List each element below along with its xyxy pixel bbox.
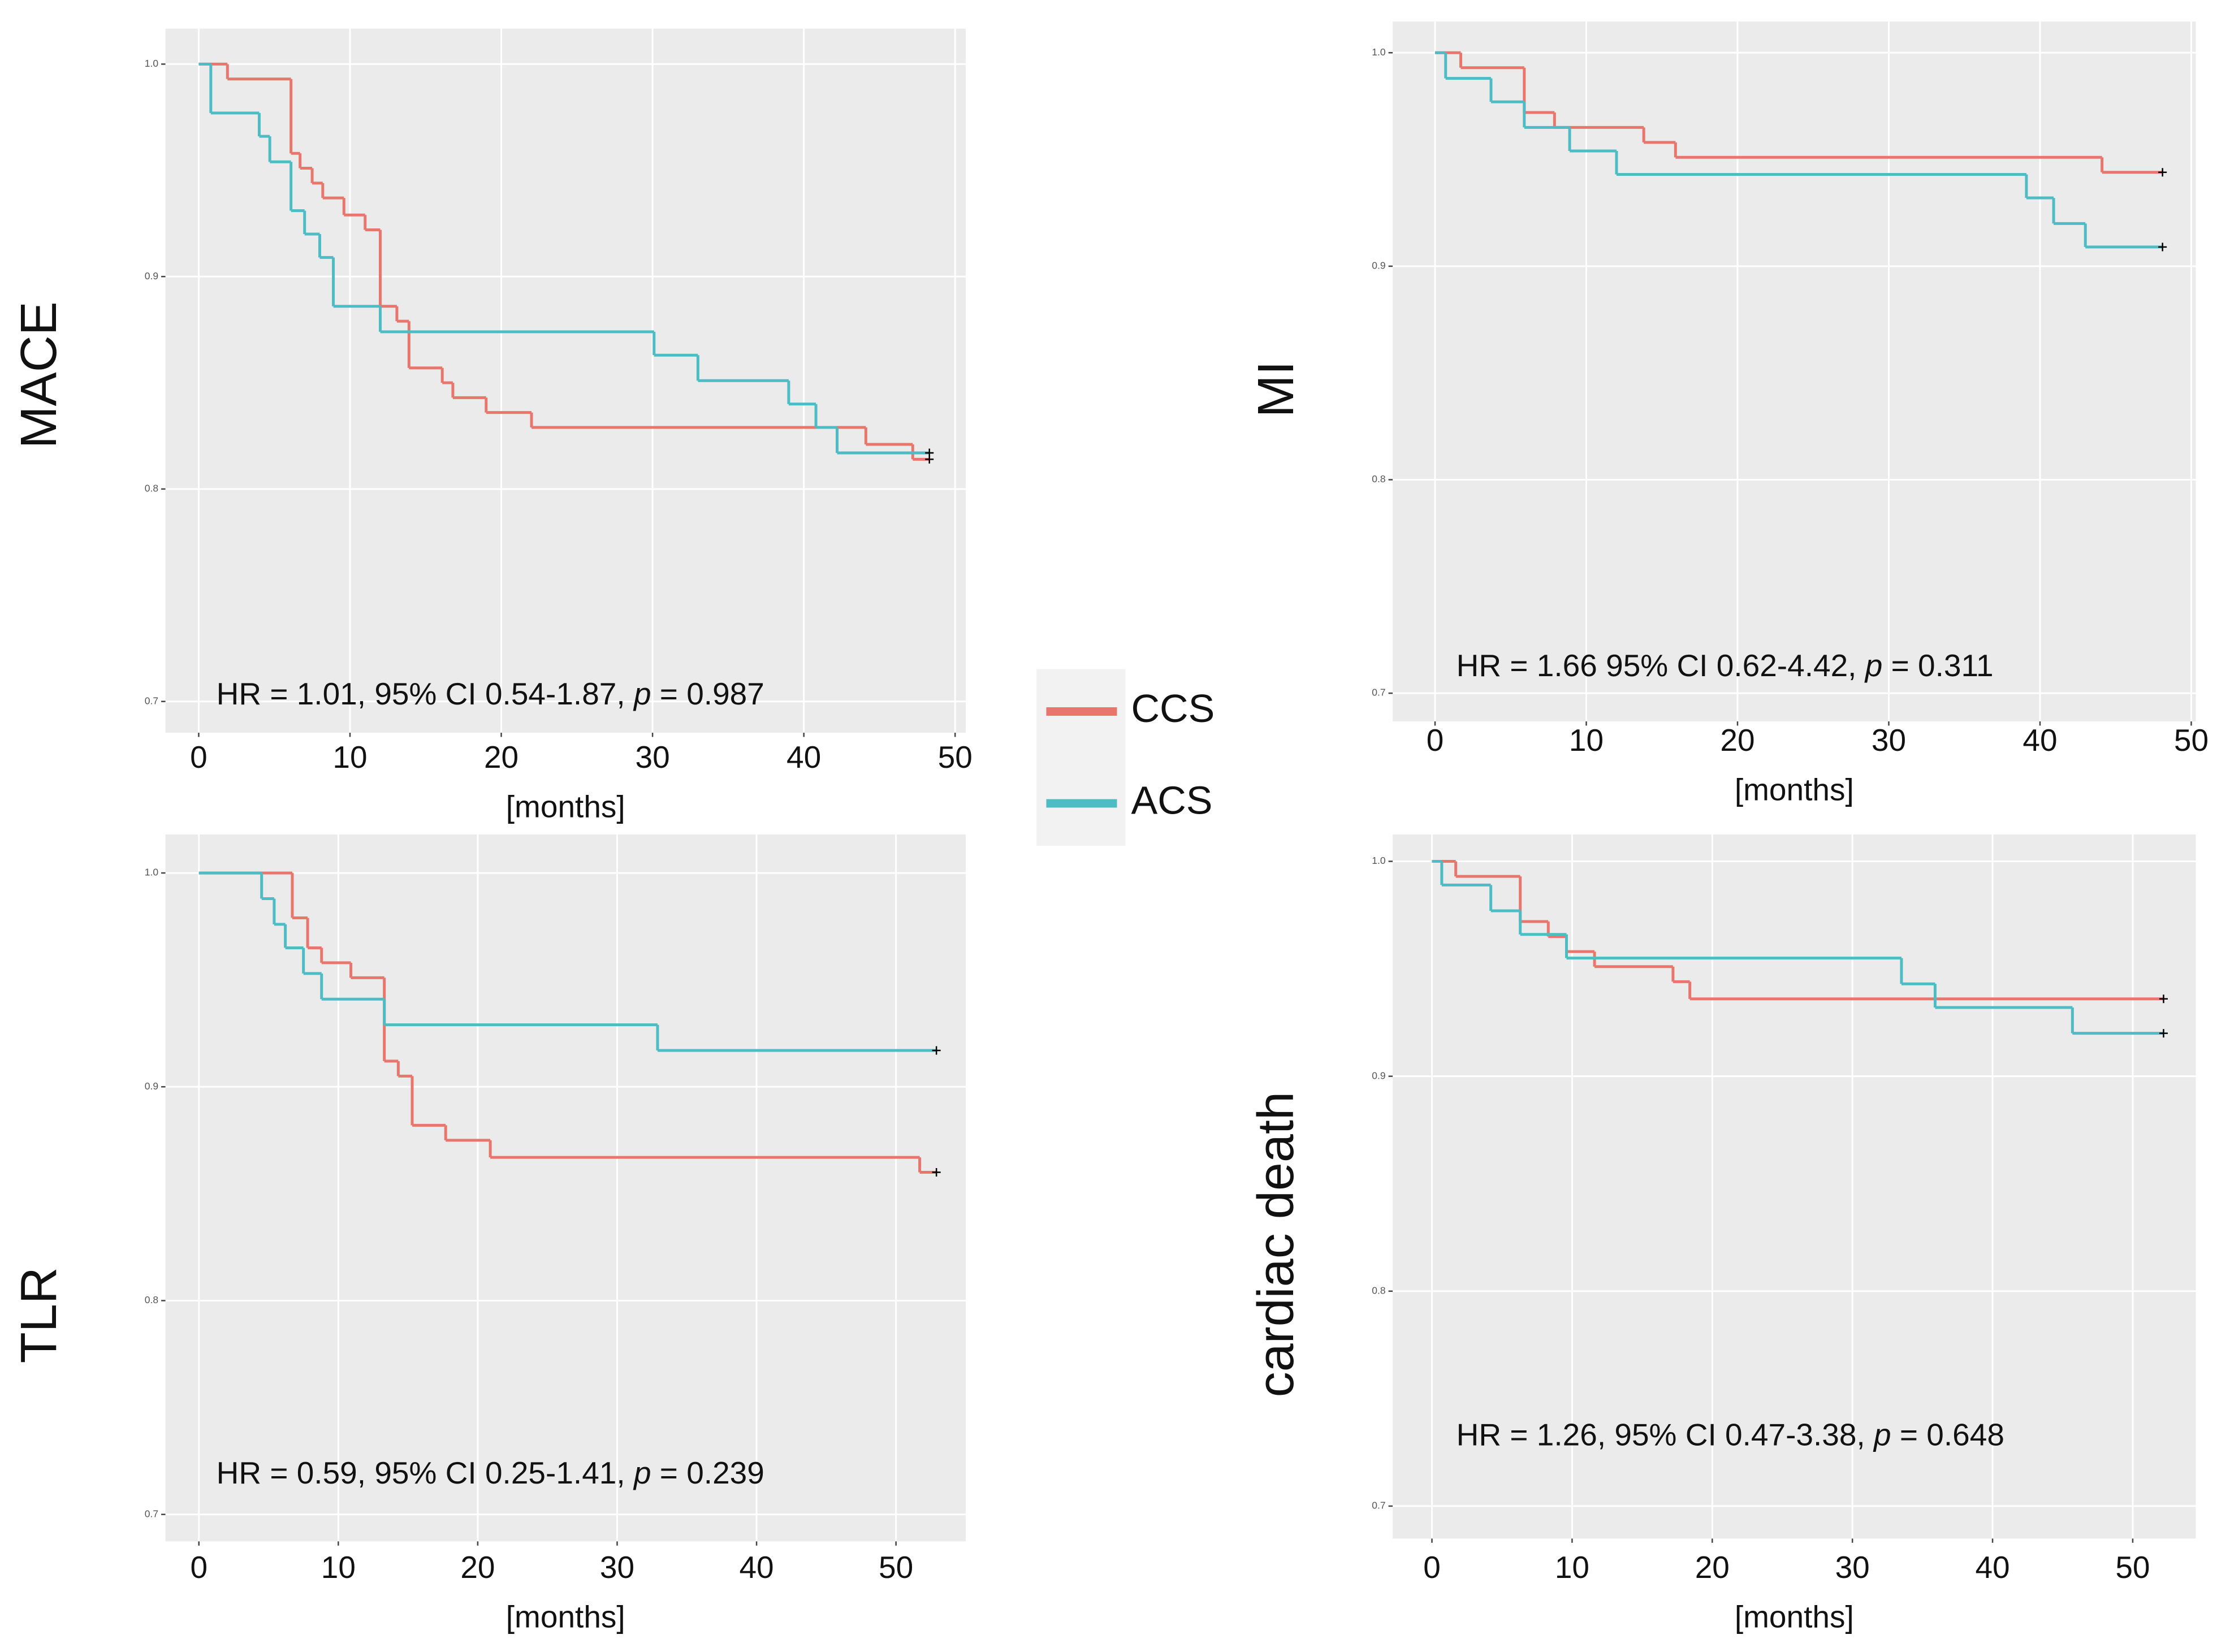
annotation-part: HR = 1.66 95% CI 0.62-4.42, bbox=[1457, 647, 1865, 682]
annotation-part: HR = 1.26, 95% CI 0.47-3.38, bbox=[1457, 1417, 1874, 1452]
panel: 0.7 0.8 0.9 1.0 0 10 20 30 40 50 [months] TLR HR = 0… bbox=[11, 834, 966, 1634]
y-tick-label: 0.9 bbox=[1372, 1070, 1385, 1081]
x-tick-label: 50 bbox=[2174, 723, 2209, 758]
y-tick-label: 1.0 bbox=[1372, 855, 1386, 866]
annotation-part: p bbox=[1873, 1417, 1891, 1452]
x-tick-label: 30 bbox=[1835, 1550, 1870, 1585]
x-tick-label: 0 bbox=[1423, 1550, 1441, 1585]
censor-mark bbox=[2159, 994, 2168, 1004]
x-tick-label: 40 bbox=[786, 739, 821, 775]
x-tick-label: 40 bbox=[2022, 723, 2057, 758]
annotation-part: = 0.987 bbox=[651, 676, 764, 711]
x-tick-label: 40 bbox=[739, 1550, 773, 1585]
y-tick-label: 0.8 bbox=[1372, 1285, 1385, 1296]
x-axis-label: [months] bbox=[1735, 1599, 1854, 1634]
x-tick-label: 30 bbox=[1872, 723, 1906, 758]
x-tick-label: 20 bbox=[1695, 1550, 1730, 1585]
x-axis-label: [months] bbox=[506, 789, 625, 824]
annotation-part: = 0.239 bbox=[651, 1455, 764, 1490]
censor-mark bbox=[2158, 168, 2167, 177]
x-tick-label: 40 bbox=[1975, 1550, 2009, 1585]
annotation: HR = 1.01, 95% CI 0.54-1.87, p = 0.987 bbox=[217, 676, 764, 711]
x-axis-label: [months] bbox=[506, 1599, 625, 1634]
x-axis-label: [months] bbox=[1735, 772, 1854, 807]
annotation-part: = 0.648 bbox=[1891, 1417, 2004, 1452]
panel-title: TLR bbox=[11, 1267, 67, 1363]
censor-mark bbox=[2159, 1029, 2168, 1038]
panel-title: cardiac death bbox=[1248, 1092, 1304, 1397]
panel-title: MI bbox=[1248, 361, 1304, 417]
plot-background bbox=[1393, 21, 2196, 721]
censor-mark bbox=[2158, 243, 2167, 252]
censor-mark bbox=[932, 1168, 941, 1177]
x-tick-label: 10 bbox=[332, 739, 367, 775]
x-tick-label: 0 bbox=[190, 1550, 208, 1585]
y-tick-label: 0.8 bbox=[1372, 473, 1385, 485]
plot-background bbox=[1393, 834, 2196, 1539]
x-tick-label: 10 bbox=[321, 1550, 356, 1585]
panel: 0.7 0.8 0.9 1.0 0 10 20 30 40 50 [months] MI HR = 1.… bbox=[1248, 21, 2209, 807]
censor-mark bbox=[932, 1046, 941, 1055]
y-tick-label: 0.8 bbox=[145, 1294, 158, 1305]
x-tick-label: 0 bbox=[1427, 723, 1444, 758]
annotation-part: p bbox=[1864, 647, 1883, 682]
x-tick-label: 10 bbox=[1569, 723, 1604, 758]
y-tick-label: 0.9 bbox=[1372, 260, 1385, 271]
x-tick-label: 30 bbox=[600, 1550, 634, 1585]
y-tick-label: 0.9 bbox=[145, 270, 158, 282]
annotation: HR = 1.66 95% CI 0.62-4.42, p = 0.311 bbox=[1457, 647, 1994, 682]
annotation-part: HR = 1.01, 95% CI 0.54-1.87, bbox=[217, 676, 634, 711]
panel: 0.7 0.8 0.9 1.0 0 10 20 30 40 50 [months] cardiac d… bbox=[1248, 834, 2196, 1634]
y-tick-label: 0.7 bbox=[145, 1508, 158, 1519]
y-tick-label: 1.0 bbox=[1372, 46, 1386, 58]
annotation-part: HR = 0.59, 95% CI 0.25-1.41, bbox=[217, 1455, 634, 1490]
x-tick-label: 50 bbox=[938, 739, 973, 775]
x-tick-label: 20 bbox=[1720, 723, 1754, 758]
y-tick-label: 0.9 bbox=[145, 1080, 158, 1092]
x-tick-label: 20 bbox=[460, 1550, 495, 1585]
y-tick-label: 0.7 bbox=[145, 695, 158, 706]
y-tick-label: 1.0 bbox=[145, 867, 159, 878]
censor-mark bbox=[925, 448, 934, 457]
plot-background bbox=[165, 834, 966, 1542]
legend-label: ACS bbox=[1131, 778, 1213, 822]
y-tick-label: 0.7 bbox=[1372, 1500, 1385, 1511]
legend-label: CCS bbox=[1131, 686, 1215, 730]
legend-box bbox=[1036, 669, 1126, 846]
annotation-part: p bbox=[633, 1455, 651, 1490]
x-tick-label: 10 bbox=[1555, 1550, 1589, 1585]
x-tick-label: 50 bbox=[2115, 1550, 2150, 1585]
x-tick-label: 50 bbox=[879, 1550, 913, 1585]
panel: 0.7 0.8 0.9 1.0 0 10 20 30 40 50 [months] MACE HR = … bbox=[11, 28, 973, 824]
annotation: HR = 0.59, 95% CI 0.25-1.41, p = 0.239 bbox=[217, 1455, 764, 1490]
x-tick-label: 0 bbox=[190, 739, 208, 775]
y-tick-label: 0.8 bbox=[145, 483, 158, 494]
y-tick-label: 1.0 bbox=[145, 58, 159, 69]
x-tick-label: 20 bbox=[484, 739, 518, 775]
annotation: HR = 1.26, 95% CI 0.47-3.38, p = 0.648 bbox=[1457, 1417, 2004, 1452]
y-tick-label: 0.7 bbox=[1372, 687, 1385, 698]
annotation-part: p bbox=[633, 676, 651, 711]
panel-title: MACE bbox=[11, 301, 67, 448]
x-tick-label: 30 bbox=[636, 739, 670, 775]
plot-background bbox=[165, 28, 966, 733]
annotation-part: = 0.311 bbox=[1882, 647, 1993, 682]
